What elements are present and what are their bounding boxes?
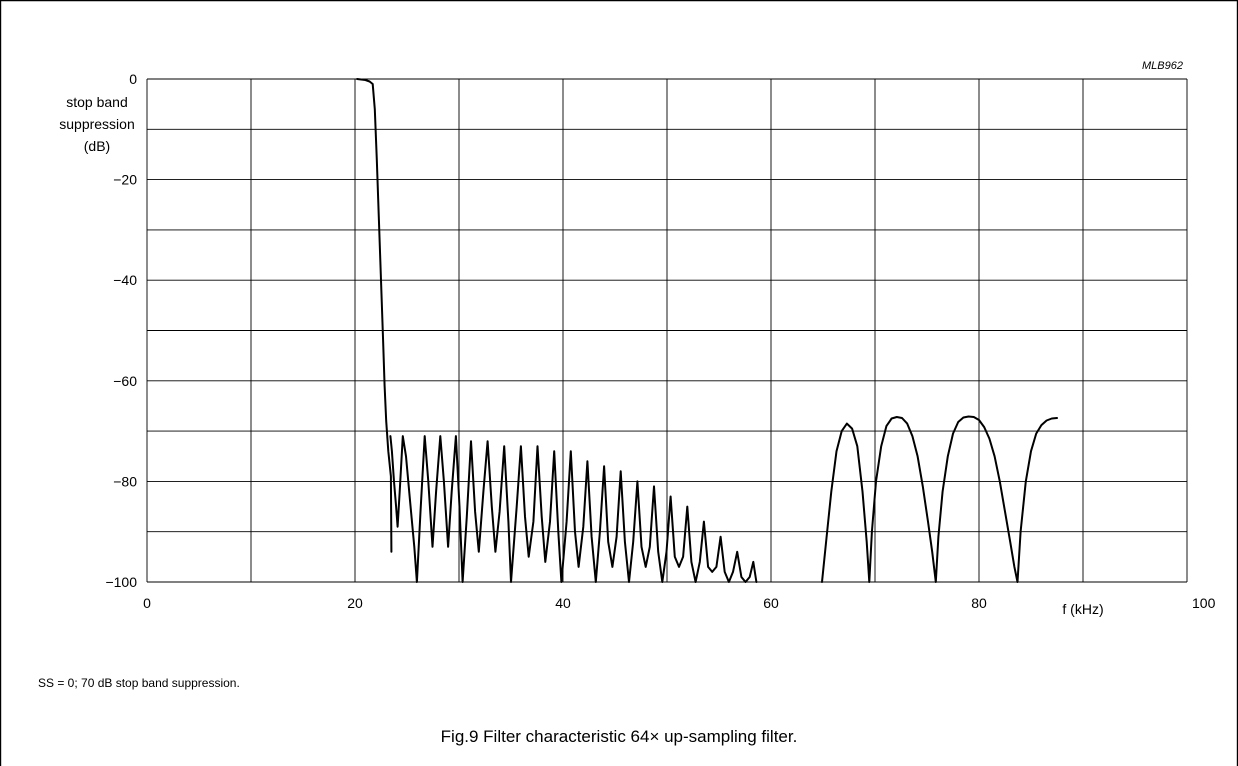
x-axis-ticks: 0 20 40 60 80 100 [143,595,1215,611]
curve-segment [389,435,758,583]
y-axis-title-backdrop [44,92,146,158]
figure-caption: Fig.9 Filter characteristic 64× up-sampl… [440,727,798,746]
curve-segment [356,78,393,553]
x-tick-label: 20 [347,595,363,611]
x-axis-title: f (kHz) [1062,601,1103,617]
y-tick-label: −20 [113,172,137,188]
y-tick-label: −60 [113,373,137,389]
x-tick-label: 0 [143,595,151,611]
y-tick-label: −80 [113,473,137,489]
filter-response-curve [356,78,1058,583]
y-axis-title-line: stop band [66,94,128,110]
y-tick-label: −40 [113,272,137,288]
y-axis-title-line: (dB) [84,138,110,154]
filter-chart: 0 −20 −40 −60 −80 −100 0 20 40 60 80 100 stop band… [44,71,1216,617]
figure-code: MLB962 [1142,60,1183,72]
chart-grid [146,78,1188,583]
y-tick-label: 0 [129,71,137,87]
y-tick-label: −100 [105,574,137,590]
x-tick-label: 100 [1192,595,1216,611]
figure-note: SS = 0; 70 dB stop band suppression. [38,676,240,690]
x-tick-label: 60 [763,595,779,611]
curve-segment [821,415,1058,583]
x-tick-label: 40 [555,595,571,611]
y-axis-title: stop band suppression (dB) [44,92,146,158]
y-axis-title-line: suppression [59,116,135,132]
y-axis-ticks: 0 −20 −40 −60 −80 −100 [105,71,137,590]
x-tick-label: 80 [971,595,987,611]
